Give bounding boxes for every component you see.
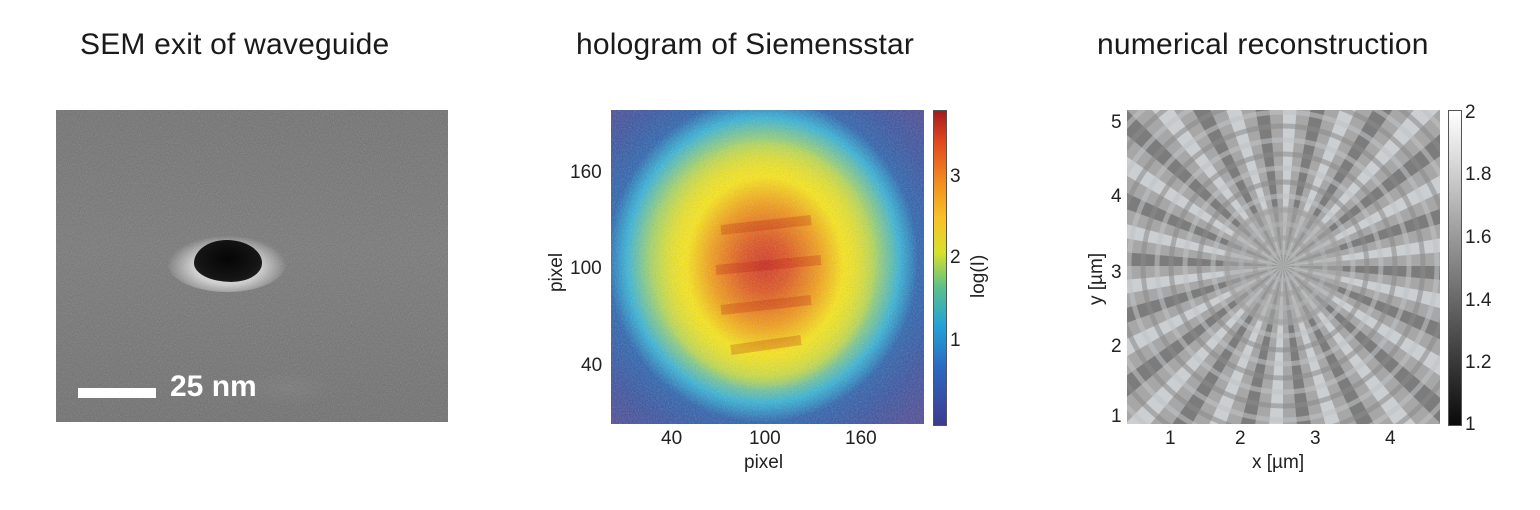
reconstruction-x-label: x [µm] bbox=[1252, 452, 1305, 473]
reconstruction-x-tick: 1 bbox=[1165, 428, 1176, 449]
sem-panel-title: SEM exit of waveguide bbox=[80, 28, 390, 61]
reconstruction-colorbar-tick: 2 bbox=[1465, 102, 1476, 123]
hologram-colorbar-tick: 1 bbox=[950, 330, 961, 351]
reconstruction-x-tick: 2 bbox=[1235, 428, 1246, 449]
hologram-y-tick: 100 bbox=[570, 258, 602, 279]
star-ring bbox=[1168, 151, 1398, 381]
hologram-y-tick: 160 bbox=[570, 162, 602, 183]
star-ring bbox=[1154, 137, 1412, 395]
reconstruction-colorbar-tick: 1.2 bbox=[1465, 352, 1492, 373]
hologram-y-label: pixel bbox=[546, 252, 567, 292]
scale-bar bbox=[78, 388, 156, 398]
star-spoke bbox=[1192, 110, 1283, 266]
reconstruction-colorbar bbox=[1448, 110, 1462, 426]
reconstruction-colorbar-tick: 1.6 bbox=[1465, 227, 1492, 248]
hologram-x-label: pixel bbox=[744, 452, 784, 473]
reconstruction-y-tick: 1 bbox=[1111, 406, 1122, 427]
reconstruction-image bbox=[1127, 110, 1440, 424]
star-center bbox=[1223, 206, 1343, 326]
hologram-colorbar-label: log(I) bbox=[968, 254, 989, 298]
hologram-colorbar-tick: 2 bbox=[950, 247, 961, 268]
waveguide-exit-hole bbox=[194, 240, 262, 282]
star-ring bbox=[1196, 179, 1370, 353]
reconstruction-y-tick: 4 bbox=[1111, 186, 1122, 207]
reconstruction-colorbar-tick: 1 bbox=[1465, 414, 1476, 435]
reconstruction-x-tick: 3 bbox=[1310, 428, 1321, 449]
scale-bar-label: 25 nm bbox=[170, 370, 257, 403]
hologram-y-tick: 40 bbox=[581, 355, 603, 376]
hologram-x-tick: 100 bbox=[749, 428, 781, 449]
hologram-image bbox=[611, 110, 924, 424]
reconstruction-y-tick: 3 bbox=[1111, 262, 1122, 283]
hologram-x-tick: 40 bbox=[661, 428, 683, 449]
star-ring bbox=[1210, 193, 1356, 339]
reconstruction-y-label: y [µm] bbox=[1086, 252, 1107, 305]
star-ring bbox=[1140, 123, 1426, 409]
reconstruction-x-tick: 4 bbox=[1385, 428, 1396, 449]
star-ring bbox=[1182, 165, 1384, 367]
reconstruction-colorbar-tick: 1.4 bbox=[1465, 290, 1492, 311]
reconstruction-colorbar-tick: 1.8 bbox=[1465, 164, 1492, 185]
hologram-x-tick: 160 bbox=[845, 428, 877, 449]
reconstruction-y-tick: 2 bbox=[1111, 336, 1122, 357]
hologram-colorbar-tick: 3 bbox=[950, 166, 961, 187]
reconstruction-y-tick: 5 bbox=[1111, 112, 1122, 133]
hologram-colorbar bbox=[933, 110, 947, 426]
hologram-panel-title: hologram of Siemensstar bbox=[576, 28, 915, 61]
star-ring bbox=[1127, 110, 1440, 423]
siemens-star-pattern bbox=[1127, 110, 1440, 424]
reconstruction-panel-title: numerical reconstruction bbox=[1097, 28, 1429, 61]
